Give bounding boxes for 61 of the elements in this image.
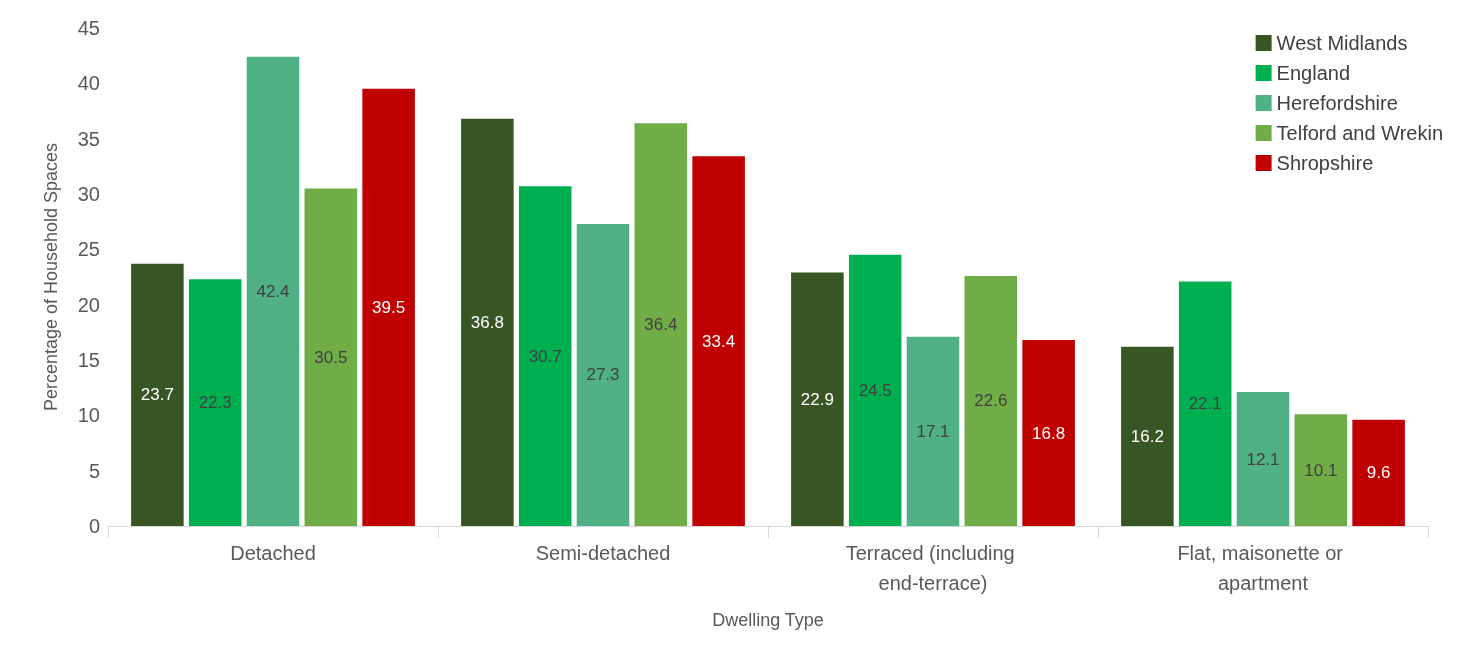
data-label: 39.5 xyxy=(372,297,406,317)
bar xyxy=(964,275,1018,526)
y-tick-label: 15 xyxy=(77,349,100,371)
bar xyxy=(791,272,844,526)
data-label: 16.2 xyxy=(1130,426,1164,446)
data-label: 17.1 xyxy=(916,421,950,441)
data-label: 30.5 xyxy=(314,347,348,367)
y-axis-title: Percentage of Household Spaces xyxy=(41,142,61,412)
bar xyxy=(1121,346,1174,526)
bar xyxy=(1236,392,1290,526)
y-tick-label: 5 xyxy=(88,459,100,482)
bar xyxy=(518,186,572,526)
y-tick-label: 10 xyxy=(77,404,100,427)
data-label: 22.9 xyxy=(800,389,834,409)
bar xyxy=(304,188,358,526)
data-label: 22.3 xyxy=(198,393,232,413)
data-label: 22.1 xyxy=(1188,394,1222,414)
data-label: 42.4 xyxy=(256,281,290,301)
data-label: 16.8 xyxy=(1032,423,1066,443)
legend-label: England xyxy=(1276,62,1351,84)
legend-label: West Midlands xyxy=(1276,32,1408,54)
data-label: 33.4 xyxy=(702,331,736,351)
data-label: 36.8 xyxy=(470,312,504,332)
data-label: 24.5 xyxy=(858,380,892,400)
bar xyxy=(1294,414,1348,526)
bar xyxy=(1022,340,1075,526)
legend-label: Telford and Wrekin xyxy=(1276,122,1444,144)
y-tick-label: 30 xyxy=(77,183,100,205)
y-tick-label: 0 xyxy=(88,515,100,537)
bar xyxy=(461,118,514,526)
x-tick-label: Flat, maisonette or apartment xyxy=(1177,542,1349,594)
data-label: 9.6 xyxy=(1366,463,1391,483)
y-tick-label: 25 xyxy=(77,238,100,261)
bar xyxy=(848,254,902,526)
bar xyxy=(1352,419,1405,526)
data-label: 23.7 xyxy=(140,385,174,405)
legend-label: Shropshire xyxy=(1276,152,1374,174)
y-tick-label: 45 xyxy=(77,17,100,39)
y-tick-label: 20 xyxy=(77,293,100,316)
x-axis-title: Dwelling Type xyxy=(712,610,824,630)
bar xyxy=(634,123,688,526)
bar xyxy=(131,263,184,526)
data-label: 30.7 xyxy=(528,346,562,366)
y-tick-label: 35 xyxy=(77,127,100,150)
bar xyxy=(692,156,745,526)
data-label: 12.1 xyxy=(1246,449,1280,469)
bar xyxy=(188,279,242,526)
data-label: 22.6 xyxy=(974,391,1008,411)
x-tick-label: Detached xyxy=(230,542,316,564)
x-tick-label: Terraced (including end-terrace) xyxy=(845,542,1021,594)
bar xyxy=(362,88,415,526)
bar xyxy=(906,336,960,526)
bar xyxy=(246,56,300,526)
x-tick-label: Semi-detached xyxy=(535,542,671,564)
data-label: 10.1 xyxy=(1304,460,1338,480)
bar xyxy=(576,223,630,526)
legend-label: Herefordshire xyxy=(1276,92,1398,114)
bar xyxy=(1178,281,1232,526)
y-tick-label: 40 xyxy=(77,72,100,95)
data-label: 36.4 xyxy=(644,315,678,335)
data-label: 27.3 xyxy=(586,365,620,385)
